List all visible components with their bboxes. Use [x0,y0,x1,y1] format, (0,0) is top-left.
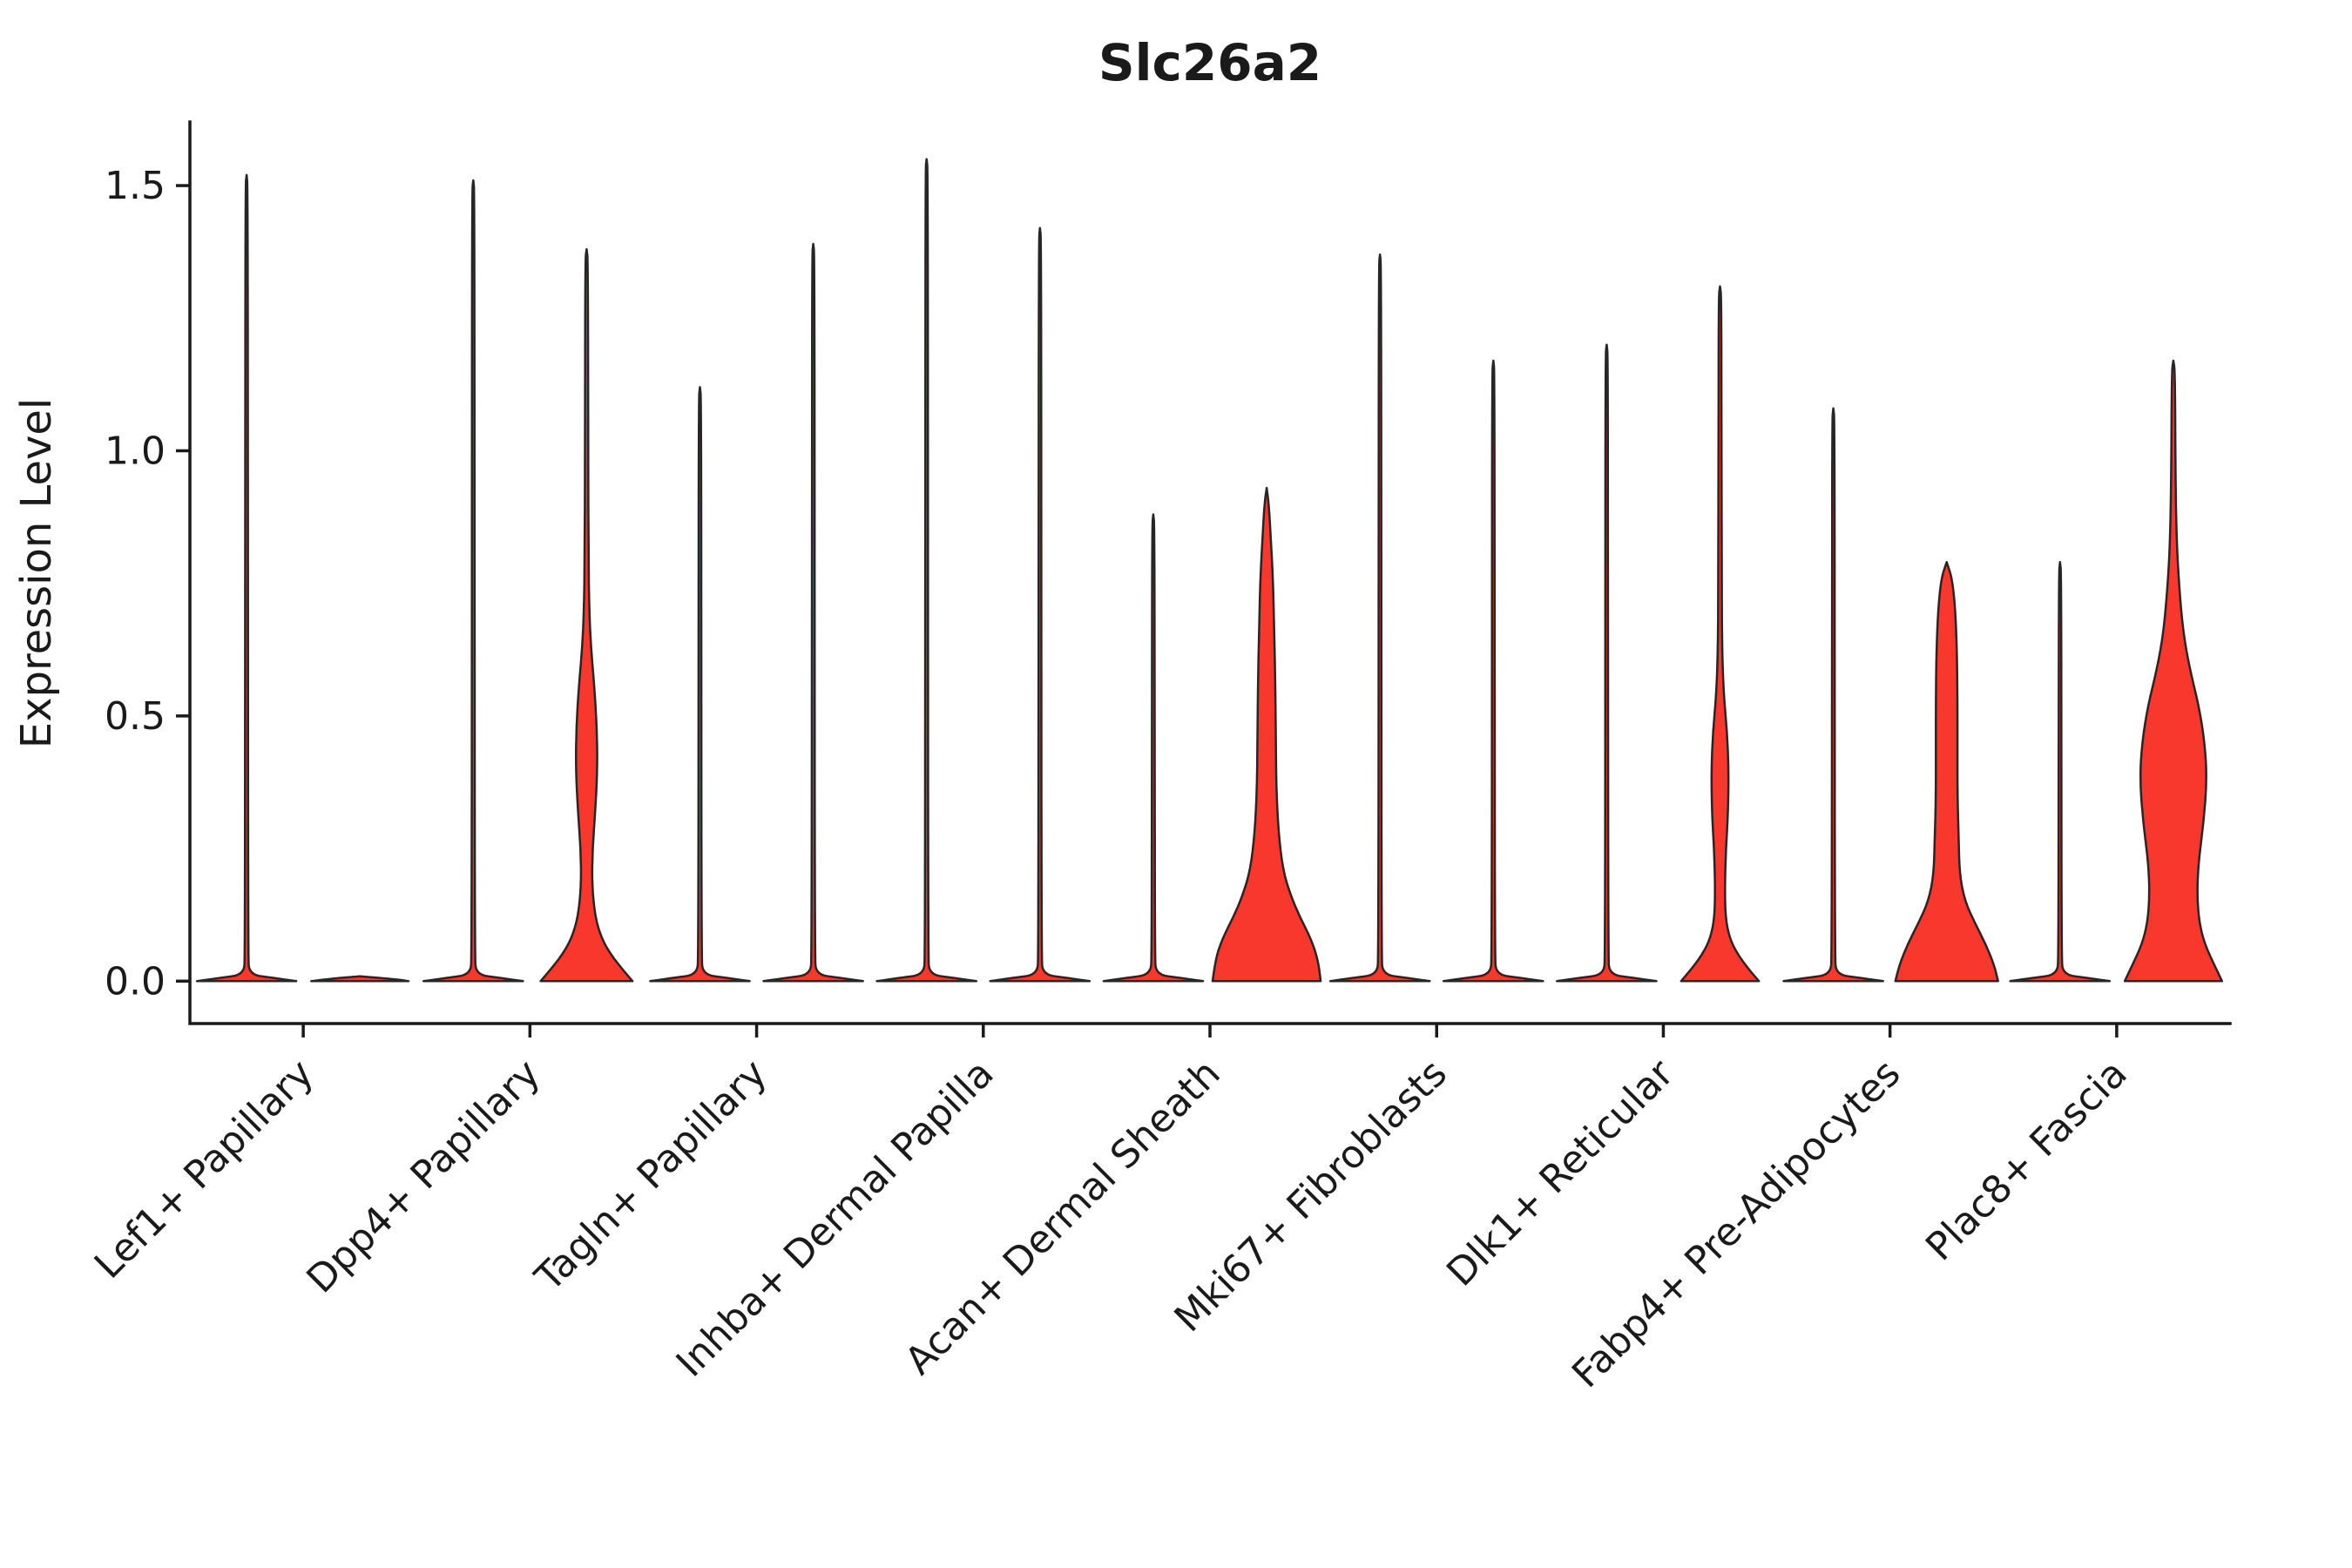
violin-c4-left [875,158,978,983]
violin-c8-right [1894,561,1999,983]
x-tick-label: Tagln+ Papillary [526,1051,775,1301]
x-tick-label: Plac8+ Fascia [1917,1051,2136,1270]
violins-group [195,158,2224,983]
axes-group [188,120,2232,1025]
violin-c9-right [2123,359,2224,983]
y-tick-label: 1.5 [105,164,166,208]
violin-c5-right [1211,486,1322,983]
violin-c1-right [310,975,410,983]
x-tick-label: Dpp4+ Papillary [298,1051,549,1302]
violin-c3-left [649,386,751,983]
violin-c2-left [422,179,524,983]
violin-c6-right [1442,359,1544,983]
violin-c8-left [1782,407,1884,983]
y-axis-label: Expression Level [12,398,61,749]
violin-c9-left [2009,561,2112,983]
violin-c2-right [539,247,634,983]
violin-c4-right [989,226,1092,983]
x-tick-label: Lef1+ Papillary [86,1051,322,1288]
violin-c3-right [762,242,864,983]
y-tick-label: 0.0 [105,959,166,1004]
x-tick-label: Dlk1+ Reticular [1438,1051,1683,1295]
axis-spines [188,120,2232,1025]
violin-c7-right [1680,285,1761,983]
y-tick-label: 1.0 [105,429,166,473]
violin-c1-left [195,173,298,983]
violin-c7-left [1556,343,1658,983]
y-tick-label: 0.5 [105,694,166,739]
violin-c5-left [1102,513,1205,983]
violin-c6-left [1328,253,1431,983]
chart-title: Slc26a2 [1098,33,1321,92]
